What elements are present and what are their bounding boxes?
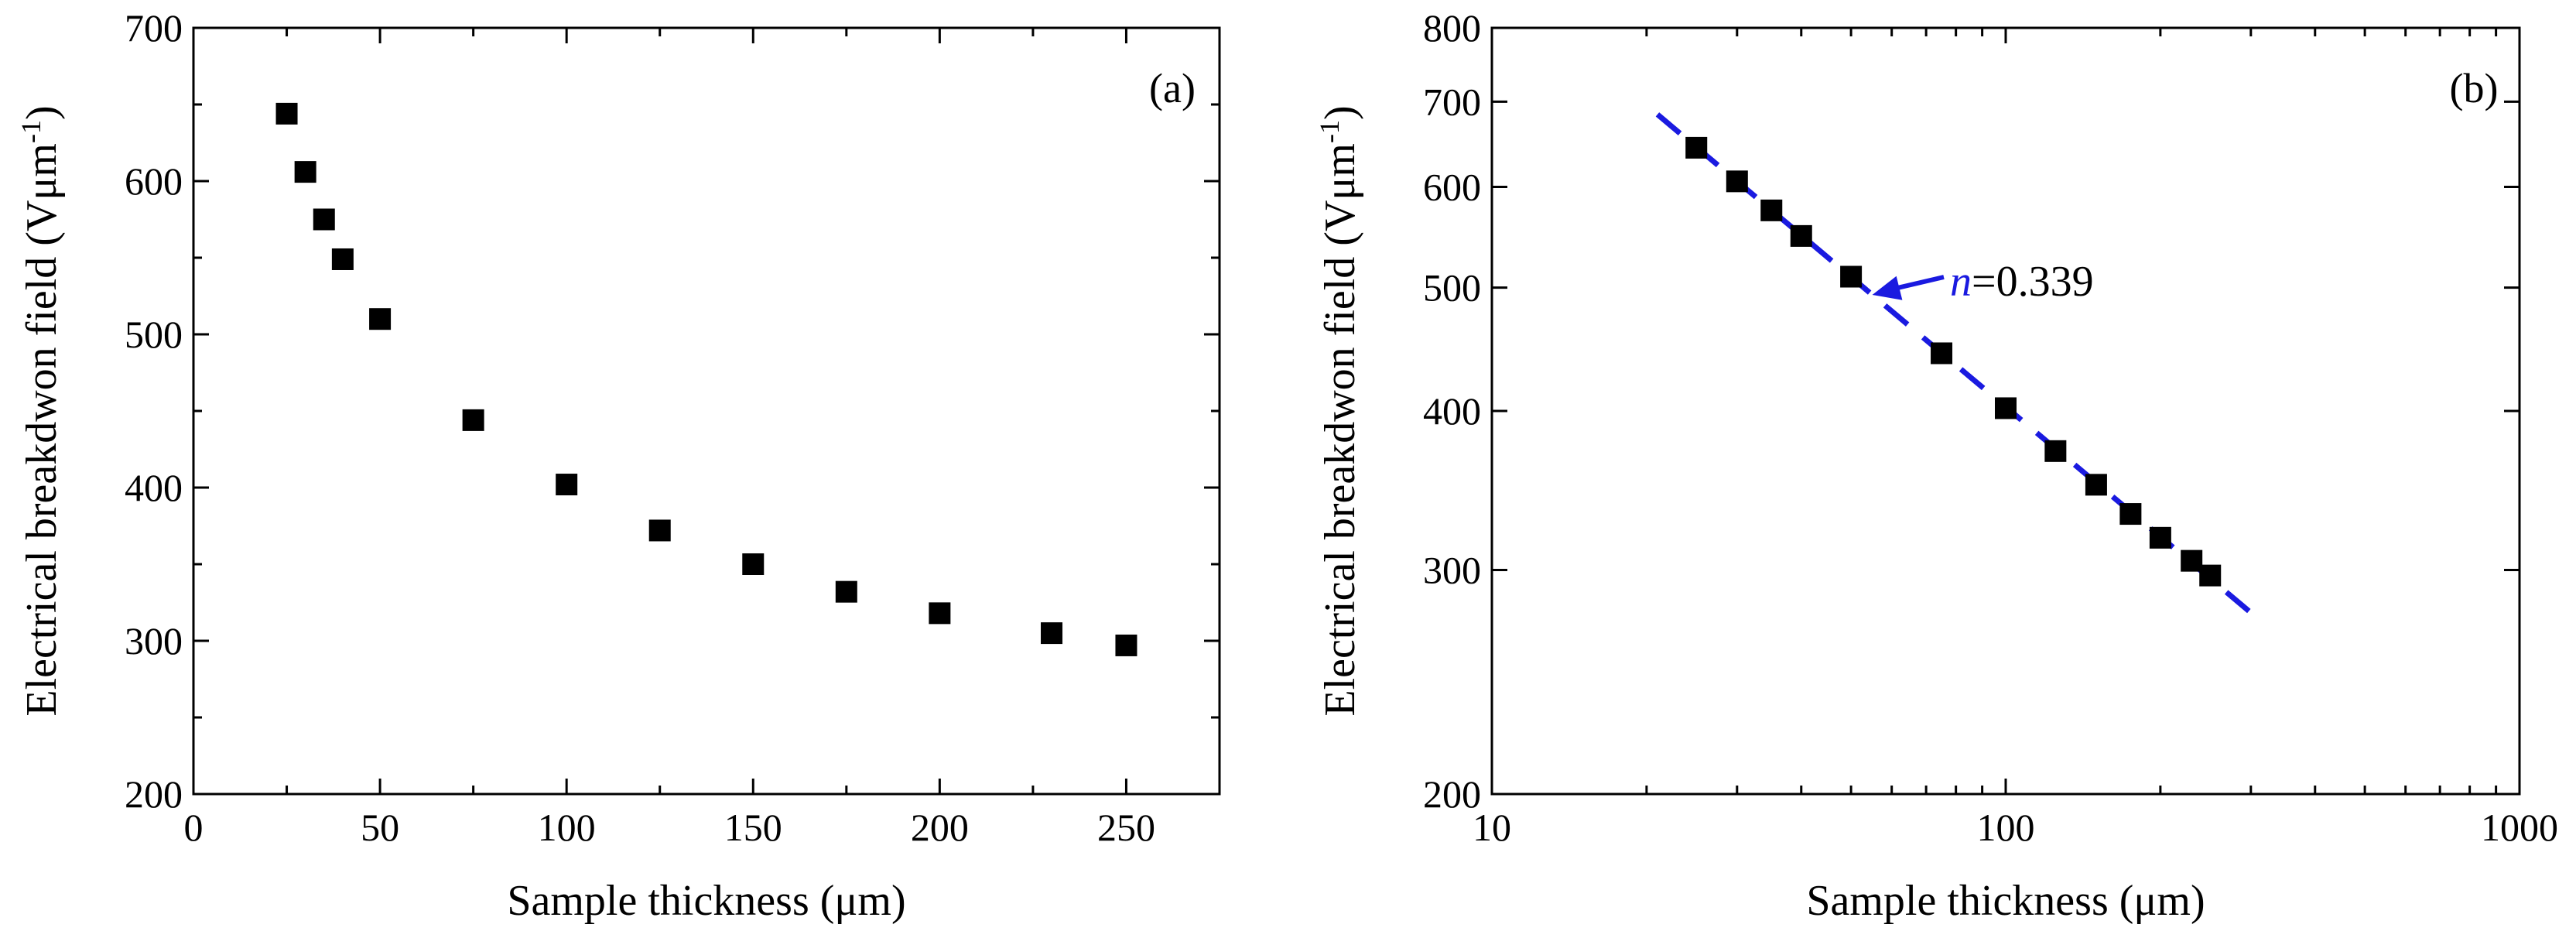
- data-point: [294, 161, 316, 183]
- y-tick-label: 500: [1423, 266, 1481, 310]
- points-b: [1685, 136, 2222, 587]
- ticks-b: 10 100 1000 200 300 400 500 600 700 800: [1423, 6, 2558, 849]
- data-point: [1931, 342, 1953, 365]
- x-tick-label: 1000: [2481, 806, 2558, 849]
- annotation-arrow-head: [1872, 276, 1903, 300]
- y-axis-label-b-main: Electrical breakdwon field (Vμm: [1316, 143, 1364, 717]
- data-point: [1760, 199, 1783, 221]
- panel-label-b: (b): [2450, 65, 2499, 111]
- panel-label-a: (a): [1149, 65, 1196, 111]
- data-point: [1041, 622, 1063, 645]
- data-point: [2181, 549, 2203, 572]
- data-point: [742, 553, 765, 575]
- y-tick-label: 700: [1423, 80, 1481, 123]
- x-tick-label: 150: [724, 806, 782, 849]
- data-point: [1840, 265, 1863, 288]
- data-point: [556, 474, 578, 496]
- annotation-value: =0.339: [1972, 258, 2094, 306]
- y-axis-label-a-main: Electrical breakdwon field (Vμm: [18, 143, 66, 717]
- data-point: [2199, 564, 2222, 587]
- chart-panel-b: 10 100 1000 200 300 400 500 600 700 800 n=0.339 (…: [1314, 6, 2558, 925]
- data-point: [2085, 474, 2107, 496]
- data-point: [835, 580, 857, 603]
- plot-frame-a: [192, 26, 1221, 796]
- x-axis-label-b: Sample thickness (μm): [1806, 877, 2205, 925]
- x-tick-label: 50: [361, 806, 399, 849]
- y-axis-label-b-sup: -1: [1314, 120, 1345, 143]
- y-axis-label-a-close: ): [18, 105, 66, 120]
- y-tick-label: 200: [125, 772, 183, 816]
- annotation-text: n=0.339: [1950, 258, 2094, 306]
- x-tick-label: 250: [1097, 806, 1155, 849]
- data-point: [2119, 503, 2142, 525]
- data-point: [462, 409, 484, 431]
- y-tick-label: 700: [125, 6, 183, 50]
- y-axis-label-b-close: ): [1316, 105, 1364, 120]
- data-point: [275, 102, 298, 125]
- x-tick-label: 0: [184, 806, 204, 849]
- y-tick-label: 800: [1423, 6, 1481, 50]
- ticks-a: 0 50 100 150 200 250 200 300 400 500 600 700: [125, 6, 1220, 849]
- data-point: [313, 208, 335, 231]
- annotation-n: n: [1950, 258, 1972, 306]
- data-point: [1995, 397, 2017, 419]
- data-point: [1726, 170, 1748, 193]
- data-point: [648, 519, 671, 542]
- points-a: [275, 102, 1137, 656]
- y-tick-label: 400: [125, 466, 183, 509]
- y-tick-label: 600: [1423, 165, 1481, 208]
- y-axis-label-a: Electrical breakdwon field (Vμm-1): [15, 105, 66, 716]
- x-axis-label-a: Sample thickness (μm): [507, 877, 905, 925]
- annotation-b: n=0.339: [1872, 258, 2094, 306]
- y-tick-label: 400: [1423, 389, 1481, 433]
- y-tick-label: 200: [1423, 772, 1481, 816]
- data-point: [1685, 136, 1708, 159]
- data-point: [369, 308, 392, 330]
- y-axis-label-b: Electrical breakdwon field (Vμm-1): [1314, 105, 1364, 716]
- y-tick-label: 300: [1423, 548, 1481, 591]
- chart-panel-a: 0 50 100 150 200 250 200 300 400 500 600 700 (a) Sa…: [15, 6, 1221, 925]
- y-tick-label: 500: [125, 313, 183, 356]
- y-tick-label: 600: [125, 159, 183, 203]
- data-point: [2044, 440, 2067, 462]
- data-point: [1115, 634, 1137, 656]
- data-point: [1790, 224, 1812, 247]
- x-tick-label: 100: [538, 806, 596, 849]
- data-point: [929, 602, 951, 625]
- y-tick-label: 300: [125, 619, 183, 662]
- x-tick-label: 100: [1977, 806, 2035, 849]
- x-tick-label: 10: [1473, 806, 1511, 849]
- x-tick-label: 200: [911, 806, 969, 849]
- y-axis-label-a-sup: -1: [15, 120, 46, 143]
- data-point: [2149, 526, 2171, 549]
- data-point: [331, 248, 354, 270]
